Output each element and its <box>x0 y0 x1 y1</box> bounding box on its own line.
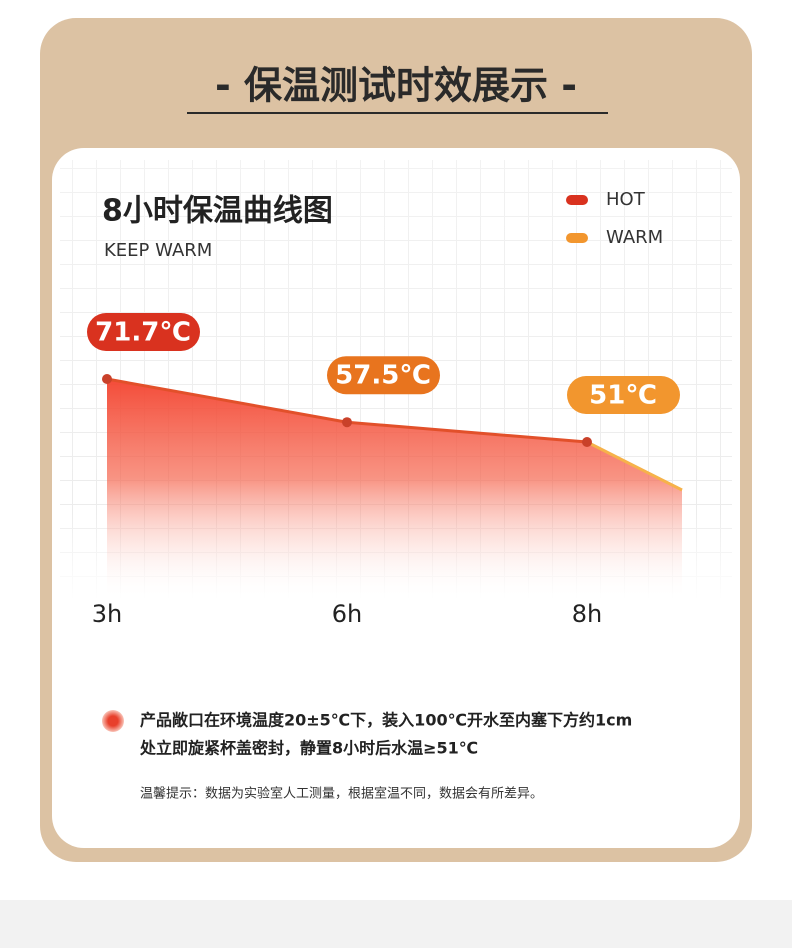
point <box>102 374 112 384</box>
value-label: 51℃ <box>589 381 657 411</box>
x-tick-label: 6h <box>332 600 362 628</box>
x-tick-label: 3h <box>92 600 122 628</box>
value-pill <box>567 376 680 414</box>
legend-swatch <box>566 195 588 205</box>
note-line: 产品敞口在环境温度20±5℃下，装入100℃开水至内塞下方约1cm <box>140 711 632 730</box>
chart: HOT WARM 3h 6h 8h 71.7℃ 57.5℃ 51℃ <box>87 189 683 628</box>
value-pill <box>327 356 440 395</box>
bottom-band <box>0 900 792 948</box>
value-pill <box>87 313 200 351</box>
value-label: 57.5℃ <box>335 361 431 391</box>
note-line: 处立即旋紧杯盖密封，静置8小时后水温≥51℃ <box>139 739 478 758</box>
legend-label: HOT <box>606 189 646 210</box>
x-tick-label: 8h <box>572 600 602 628</box>
legend-swatch <box>566 233 588 243</box>
point <box>582 437 592 447</box>
chart-subtitle: KEEP WARM <box>104 240 212 261</box>
note-icon <box>102 710 124 732</box>
point <box>342 417 352 428</box>
page-title: - 保温测试时效展示 - <box>215 64 577 108</box>
curve-tail <box>586 440 683 492</box>
legend-label: WARM <box>606 227 663 248</box>
value-label: 71.7℃ <box>95 318 191 348</box>
area-fill <box>107 379 682 600</box>
chart-title: 8小时保温曲线图 <box>102 194 333 229</box>
tip: 温馨提示：数据为实验室人工测量，根据室温不同，数据会有所差异。 <box>140 786 543 802</box>
